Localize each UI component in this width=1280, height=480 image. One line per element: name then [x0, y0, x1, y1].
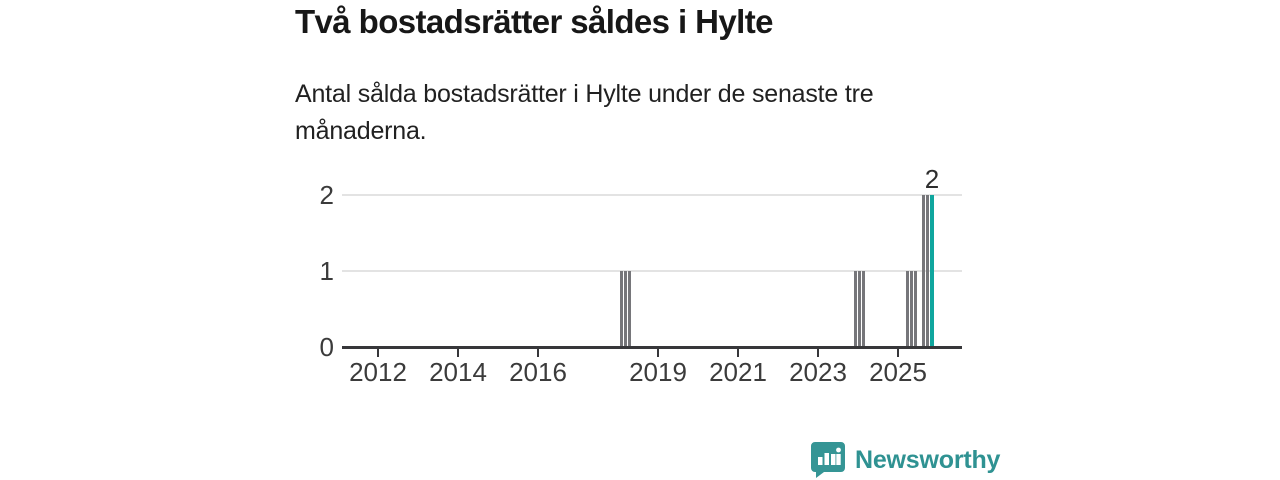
bar: [624, 271, 627, 346]
bar: [620, 271, 623, 346]
speech-bubble-bar-chart-icon: [810, 441, 846, 479]
newsworthy-logo-text: Newsworthy: [855, 446, 1001, 474]
x-axis-tick-label: 2021: [709, 357, 767, 387]
x-axis-tick: [657, 349, 659, 357]
chart-title: Två bostadsrätter såldes i Hylte: [295, 3, 773, 40]
x-axis-tick: [377, 349, 379, 357]
bar-value-label: 2: [924, 164, 940, 194]
bar: [926, 195, 929, 346]
y-axis-tick-label: 2: [319, 180, 334, 210]
x-axis-tick: [737, 349, 739, 357]
y-gridline: [342, 194, 962, 196]
bar-chart: 0 1 2 2012 2014 2016 2019 2021 2023 2025 2: [319, 164, 962, 387]
highlight-bar: [930, 195, 934, 346]
bar: [906, 271, 909, 346]
bar: [628, 271, 631, 346]
bar: [854, 271, 857, 346]
chart-subtitle-line-2: månaderna.: [295, 117, 427, 145]
x-axis-tick-label: 2014: [429, 357, 487, 387]
x-axis-tick-label: 2025: [869, 357, 927, 387]
y-axis-tick-label: 0: [319, 332, 334, 362]
x-axis-tick-label: 2016: [509, 357, 567, 387]
x-axis-tick-label: 2012: [349, 357, 407, 387]
chart-subtitle-line-1: Antal sålda bostadsrätter i Hylte under …: [295, 80, 874, 108]
bar: [910, 271, 913, 346]
bar: [914, 271, 917, 346]
x-axis-tick: [897, 349, 899, 357]
newsworthy-logo: Newsworthy: [810, 441, 1000, 479]
x-axis-tick: [457, 349, 459, 357]
bar: [922, 195, 925, 346]
x-axis-tick-label: 2019: [629, 357, 687, 387]
x-axis-tick-label: 2023: [789, 357, 847, 387]
y-axis-tick-label: 1: [319, 256, 334, 286]
chart-subtitle: Antal sålda bostadsrätter i Hylte under …: [295, 76, 995, 150]
y-gridline: [342, 270, 962, 272]
x-axis-line: [342, 346, 962, 349]
bar: [858, 271, 861, 346]
x-axis-tick: [537, 349, 539, 357]
x-axis-tick: [817, 349, 819, 357]
bar: [862, 271, 865, 346]
